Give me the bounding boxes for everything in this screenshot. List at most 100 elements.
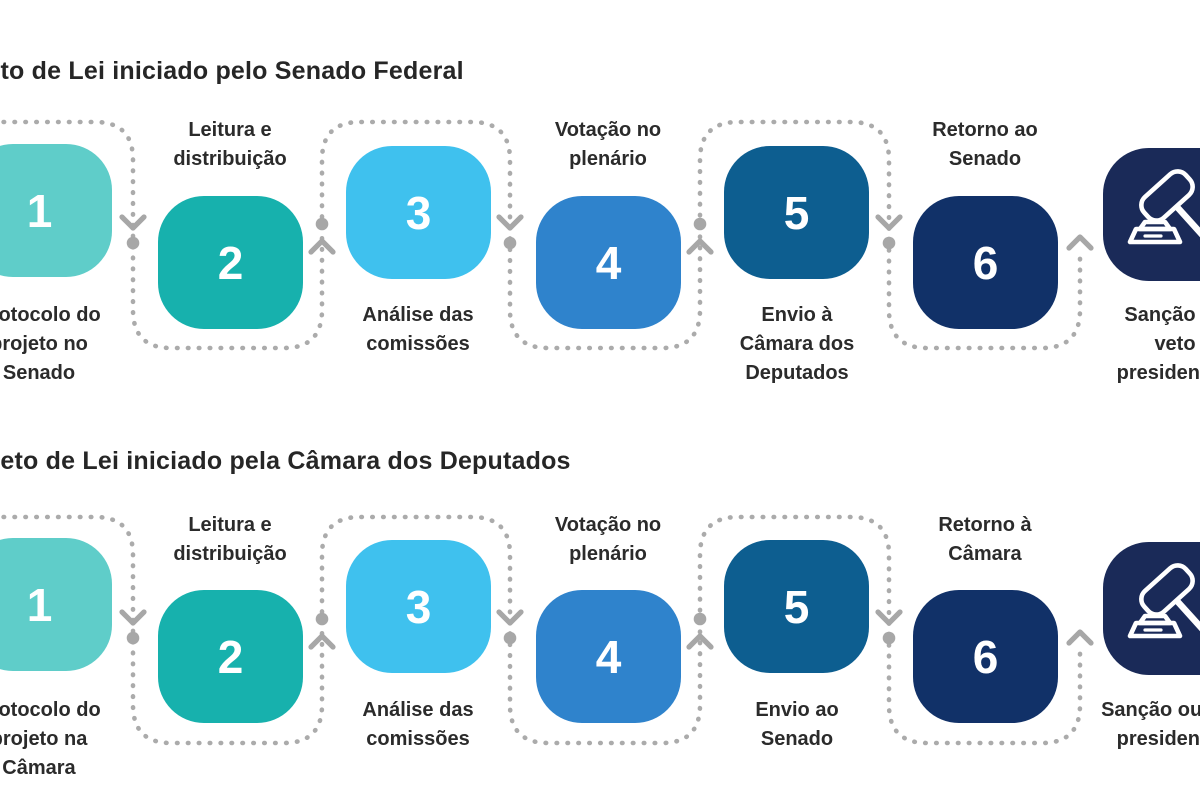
- connector-dot-icon: [503, 236, 517, 250]
- arrow-down-icon: [119, 609, 147, 626]
- label-line: Senado: [948, 148, 1022, 170]
- d2-step-5-box: 5: [724, 540, 869, 673]
- label-line: Senado: [2, 362, 76, 384]
- step-number: 3: [405, 186, 432, 239]
- label-line: Análise das: [362, 304, 474, 326]
- d1-step-1-box: 1: [0, 144, 112, 277]
- arrow-up-icon: [308, 238, 336, 255]
- connector-dot-icon: [126, 631, 140, 645]
- d1-step-6-label: Retorno ao Senado: [932, 116, 1038, 174]
- label-line: Deputados: [745, 362, 849, 384]
- step-number: 5: [783, 186, 810, 239]
- d2-step-4-label: Votação no plenário: [555, 511, 661, 569]
- connector-dot-icon: [693, 217, 707, 231]
- label-line: Protocolo do: [0, 304, 101, 326]
- d2-step-2-box: 2: [158, 590, 303, 723]
- label-line: Envio ao: [755, 699, 839, 721]
- d1-step-4-label: Votação no plenário: [555, 116, 661, 174]
- d2-sanction-box: [1103, 542, 1200, 675]
- label-line: Retorno à: [938, 514, 1032, 536]
- step-number: 1: [26, 184, 53, 237]
- label-line: plenário: [569, 543, 647, 565]
- label-line: Votação no: [554, 119, 662, 141]
- d1-step-3-label: Análise das comissões: [362, 301, 473, 359]
- label-line: Câmara: [2, 757, 76, 779]
- d1-step-4-box: 4: [536, 196, 681, 329]
- arrow-up-icon: [1066, 234, 1094, 251]
- gavel-icon: [1127, 563, 1200, 639]
- label-line: Senado: [760, 728, 834, 750]
- d2-step-5-label: Envio ao Senado: [755, 696, 838, 754]
- arrow-down-icon: [119, 214, 147, 231]
- label-line: plenário: [569, 148, 647, 170]
- flow-dashed-path-bottom: [0, 514, 1083, 746]
- connector-dot-icon: [503, 631, 517, 645]
- label-line: Votação no: [554, 514, 662, 536]
- step-number: 4: [595, 630, 622, 683]
- label-line: presidencial: [1116, 728, 1200, 750]
- arrow-up-icon: [686, 238, 714, 255]
- step-number: 1: [26, 578, 53, 631]
- d2-step-1-box: 1: [0, 538, 112, 671]
- step-number: 6: [972, 630, 999, 683]
- arrow-up-icon: [686, 633, 714, 650]
- label-line: Retorno ao: [932, 119, 1038, 141]
- d2-step-3-label: Análise das comissões: [362, 696, 473, 754]
- connector-dot-icon: [126, 236, 140, 250]
- step-number: 2: [217, 630, 244, 683]
- label-line: Câmara dos: [739, 333, 855, 355]
- label-line: comissões: [366, 728, 470, 750]
- d1-sanction-label: Sanção ou veto presidencial: [1117, 301, 1200, 388]
- arrow-up-icon: [1066, 629, 1094, 646]
- d2-step-6-box: 6: [913, 590, 1058, 723]
- step-number: 3: [405, 580, 432, 633]
- label-line: Envio à: [761, 304, 833, 326]
- diagram1-title: Projeto de Lei iniciado pelo Senado Fede…: [0, 56, 464, 85]
- d1-step-1-label: Protocolo do projeto no Senado: [0, 301, 101, 388]
- step-number: 6: [972, 236, 999, 289]
- connector-dot-icon: [315, 612, 329, 626]
- diagram2-title: Projeto de Lei iniciado pela Câmara dos …: [0, 446, 571, 475]
- label-line: Análise das: [362, 699, 474, 721]
- label-line: Leitura e: [188, 119, 272, 141]
- arrow-down-icon: [875, 609, 903, 626]
- connector-dot-icon: [315, 217, 329, 231]
- d1-step-6-box: 6: [913, 196, 1058, 329]
- connector-dot-icon: [882, 236, 896, 250]
- label-line: distribuição: [173, 148, 287, 170]
- d1-sanction-box: [1103, 148, 1200, 281]
- d1-step-5-box: 5: [724, 146, 869, 279]
- d1-step-2-label: Leitura e distribuição: [173, 116, 286, 174]
- label-line: Sanção ou: [1124, 304, 1200, 326]
- arrow-down-icon: [875, 214, 903, 231]
- d2-step-1-label: Protocolo do projeto na Câmara: [0, 696, 101, 783]
- step-number: 5: [783, 580, 810, 633]
- label-line: projeto no: [0, 333, 88, 355]
- label-line: Protocolo do: [0, 699, 101, 721]
- d2-step-3-box: 3: [346, 540, 491, 673]
- arrow-down-icon: [496, 214, 524, 231]
- arrow-up-icon: [308, 633, 336, 650]
- label-line: Câmara: [948, 543, 1022, 565]
- label-line: distribuição: [173, 543, 287, 565]
- d2-step-6-label: Retorno à Câmara: [938, 511, 1031, 569]
- step-number: 2: [217, 236, 244, 289]
- label-line: Sanção ou veto: [1101, 699, 1200, 721]
- gavel-icon: [1127, 169, 1200, 245]
- label-line: presidencial: [1116, 362, 1200, 384]
- d1-step-2-box: 2: [158, 196, 303, 329]
- flow-dashed-path-top: [0, 119, 1083, 351]
- connector-dot-icon: [693, 612, 707, 626]
- d1-step-3-box: 3: [346, 146, 491, 279]
- label-line: veto: [1154, 333, 1196, 355]
- d2-step-2-label: Leitura e distribuição: [173, 511, 286, 569]
- arrow-down-icon: [496, 609, 524, 626]
- label-line: comissões: [366, 333, 470, 355]
- step-number: 4: [595, 236, 622, 289]
- d2-sanction-label: Sanção ou veto presidencial: [1101, 696, 1200, 754]
- connector-dot-icon: [882, 631, 896, 645]
- label-line: projeto na: [0, 728, 88, 750]
- d1-step-5-label: Envio à Câmara dos Deputados: [740, 301, 855, 388]
